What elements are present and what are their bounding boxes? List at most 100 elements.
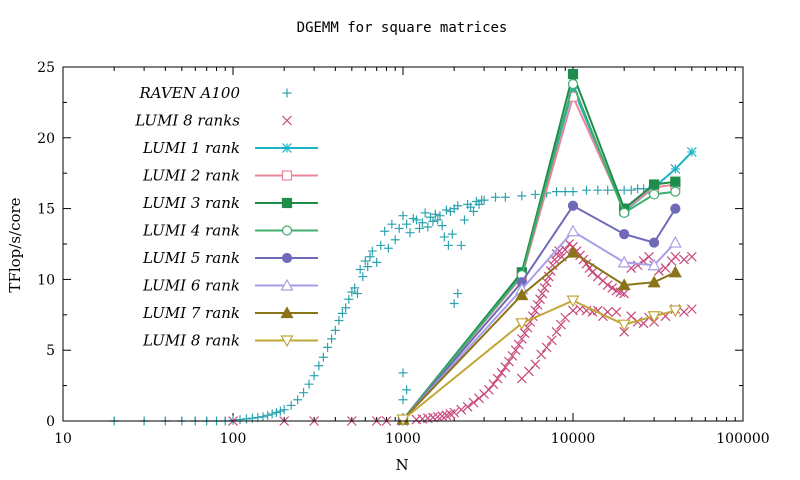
data-point — [567, 200, 579, 211]
data-point — [516, 333, 527, 344]
data-point — [670, 164, 681, 174]
data-point — [462, 401, 473, 412]
data-point — [668, 265, 682, 278]
data-point — [253, 412, 263, 422]
data-point — [483, 384, 494, 395]
data-point — [686, 251, 697, 262]
data-point — [414, 223, 424, 233]
legend-label: LUMI 1 rank — [142, 139, 240, 157]
data-point — [398, 368, 408, 378]
data-point — [341, 303, 351, 313]
plot-frame — [62, 66, 744, 422]
data-point — [318, 352, 328, 362]
legend: RAVEN A100 LUMI 8 ranks LUMI 1 rank LUMI 2 … — [134, 84, 318, 350]
data-point — [437, 411, 448, 421]
data-point — [649, 237, 660, 248]
data-point — [453, 289, 463, 299]
data-point — [488, 379, 499, 390]
legend-label: LUMI 2 rank — [142, 167, 240, 185]
data-point — [603, 185, 613, 195]
data-point — [566, 245, 580, 258]
data-point — [686, 147, 697, 157]
data-point — [532, 299, 543, 310]
data-point — [304, 379, 314, 389]
data-point — [263, 410, 273, 420]
data-point — [428, 216, 438, 226]
legend-marker — [281, 197, 293, 209]
data-point — [353, 289, 363, 299]
data-point — [679, 307, 689, 317]
data-point — [394, 223, 404, 233]
data-point — [567, 68, 579, 80]
data-point — [496, 367, 507, 378]
data-point — [235, 415, 245, 425]
data-point — [513, 339, 524, 350]
data-point — [581, 185, 591, 195]
legend-marker — [282, 88, 292, 98]
data-point — [449, 407, 460, 418]
data-point — [581, 258, 592, 269]
data-point — [679, 254, 689, 265]
data-point — [617, 278, 631, 291]
data-point — [293, 395, 303, 405]
data-point — [647, 311, 661, 323]
data-point — [500, 362, 511, 373]
legend-label: LUMI 3 rank — [142, 194, 240, 212]
data-point — [543, 271, 554, 282]
data-point — [435, 211, 445, 221]
y-tick-label: 20 — [37, 131, 55, 147]
legend-marker — [281, 170, 293, 181]
data-point — [537, 288, 548, 299]
data-point — [568, 187, 578, 197]
data-point — [433, 215, 443, 225]
y-tick-label: 0 — [46, 414, 55, 430]
data-point — [441, 205, 451, 215]
data-point — [443, 240, 453, 250]
data-point — [492, 373, 503, 384]
data-point — [619, 326, 630, 337]
data-point — [507, 350, 518, 361]
data-point — [670, 251, 681, 262]
legend-label: LUMI 5 rank — [142, 249, 240, 267]
data-point — [376, 240, 386, 250]
data-point — [258, 412, 268, 422]
data-point — [619, 288, 630, 299]
data-point — [649, 179, 660, 190]
data-point — [611, 307, 622, 317]
data-point — [556, 319, 566, 330]
data-point — [660, 263, 671, 273]
x-tick-label: 10 — [54, 431, 72, 447]
y-tick-label: 10 — [37, 272, 55, 288]
legend-marker — [280, 278, 294, 291]
series-line — [402, 204, 677, 421]
chart-title: DGEMM for square matrices — [297, 20, 508, 36]
data-point — [644, 251, 654, 262]
series-lumi-5-rank — [397, 200, 681, 425]
series-lumi-8-rank — [396, 295, 682, 427]
data-point — [447, 229, 457, 239]
series-lumi-4-rank — [397, 78, 681, 425]
x-tick-label: 100 — [220, 431, 247, 447]
series-line — [402, 251, 676, 421]
series-line — [402, 230, 677, 421]
data-point — [396, 414, 410, 427]
data-point — [617, 255, 631, 268]
series-lumi-7-rank — [396, 245, 682, 425]
data-point — [267, 409, 277, 419]
data-point — [241, 414, 251, 424]
data-point — [536, 349, 547, 360]
data-point — [355, 264, 365, 274]
data-point — [541, 342, 552, 353]
data-point — [365, 252, 375, 262]
data-point — [500, 192, 510, 202]
data-point — [649, 189, 660, 200]
data-point — [387, 219, 397, 229]
data-point — [668, 305, 682, 318]
data-point — [279, 405, 289, 415]
legend-marker — [282, 115, 292, 126]
data-point — [479, 195, 489, 205]
data-point — [275, 406, 285, 416]
data-point — [670, 186, 681, 197]
legend-label: LUMI 6 rank — [142, 277, 240, 295]
